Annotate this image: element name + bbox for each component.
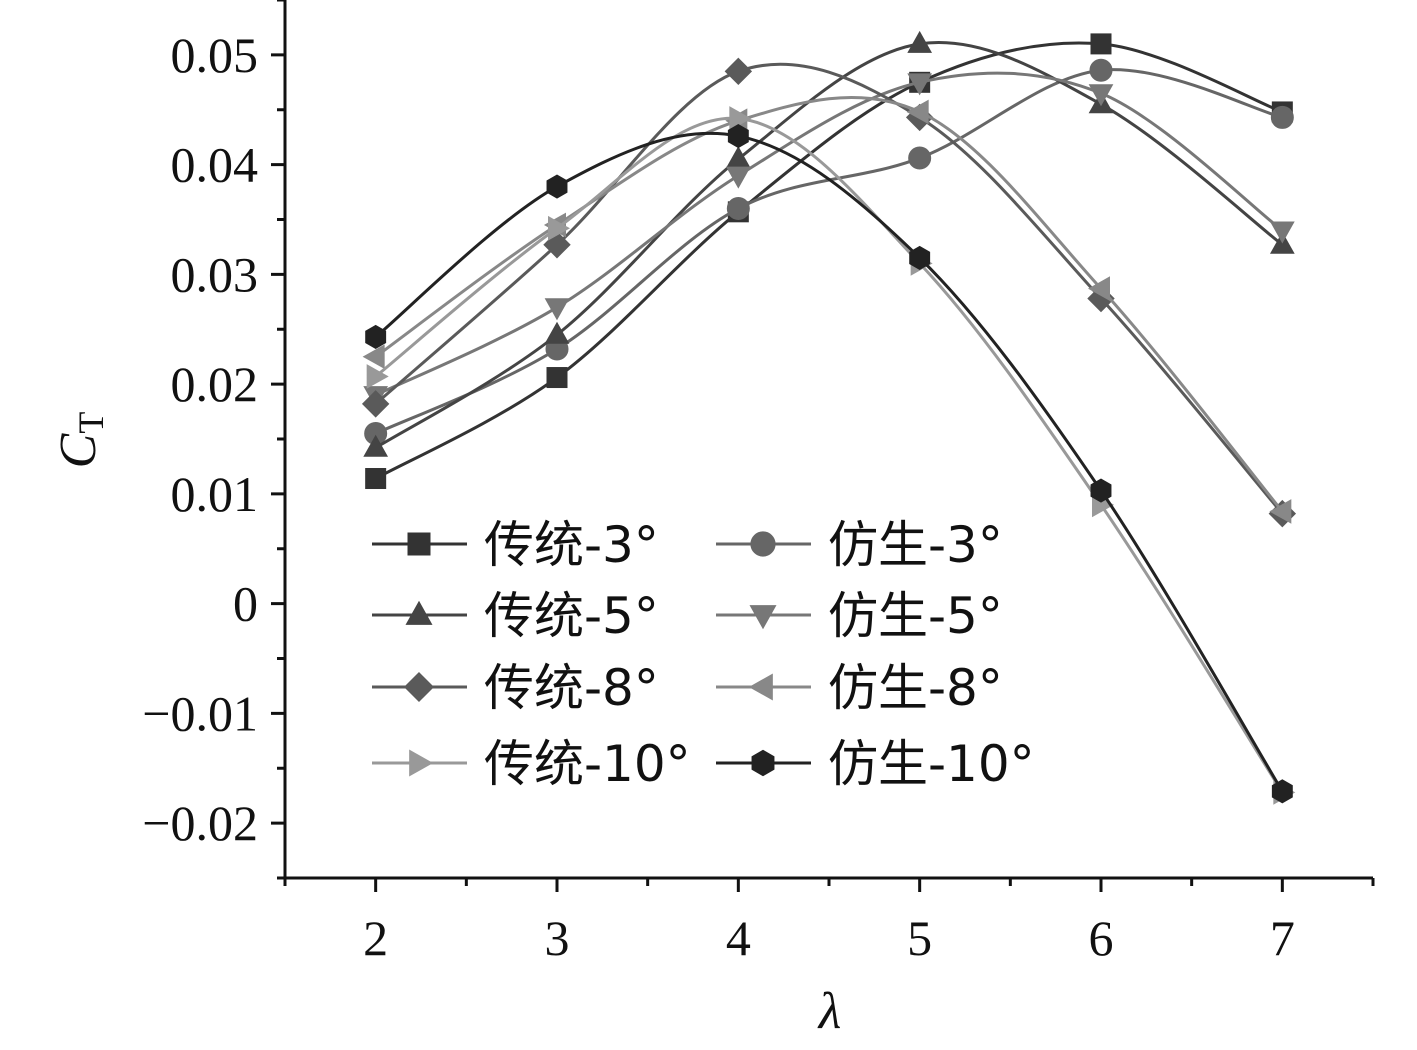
y-tick-label: 0.01 [171, 466, 259, 522]
series-line [374, 116, 1284, 794]
series-3 [363, 30, 1295, 457]
y-axis-title-main: C [50, 432, 107, 468]
series-4 [363, 71, 1295, 409]
y-tick-label: 0.04 [171, 137, 259, 193]
series-2 [364, 58, 1294, 446]
data-point [548, 215, 571, 241]
data-point [546, 174, 568, 199]
series-line [375, 71, 1284, 397]
legend: 传统-3° 传统-5° 传统-8° 传统-10° 仿生-3° 仿生-5° 仿生-8° 仿生-1… [372, 516, 1035, 793]
x-axis-title: λ [817, 983, 842, 1040]
data-point [725, 146, 751, 169]
data-point [1088, 84, 1114, 107]
data-point [726, 197, 750, 221]
y-axis-title-subscript: T [71, 412, 111, 434]
series-line [374, 62, 1284, 515]
data-point [361, 390, 390, 418]
data-point [729, 106, 752, 131]
y-tick-label: 0 [233, 576, 258, 632]
x-tick-label: 5 [907, 910, 932, 966]
data-point [365, 468, 387, 490]
data-point [909, 245, 931, 270]
legend-marker [750, 531, 776, 557]
data-point [907, 73, 933, 96]
legend-marker [751, 749, 775, 777]
series-line [374, 41, 1284, 450]
legend-marker [748, 673, 773, 701]
series-5 [361, 57, 1297, 528]
legend-marker [405, 600, 433, 625]
y-tick-label: −0.01 [142, 685, 258, 741]
legend-item: 仿生-5° [716, 587, 1003, 645]
data-point [363, 434, 389, 457]
series-line [375, 68, 1283, 435]
x-tick-label: 2 [363, 910, 388, 966]
data-point [1269, 221, 1295, 244]
data-point [365, 324, 387, 350]
legend-item: 传统-10° [372, 735, 691, 793]
data-point [906, 99, 929, 125]
y-axis-title: CT [50, 412, 111, 469]
legend-item: 仿生-8° [716, 659, 1003, 717]
axes: −0.02 −0.01 0 0.01 0.02 0.03 0.04 0.05 2 3 4 5 6 7 [142, 0, 1375, 966]
legend-label: 传统-8° [484, 659, 659, 717]
data-point [724, 57, 753, 86]
legend-label: 传统-3° [484, 516, 659, 574]
data-point [1269, 499, 1292, 524]
y-tick-label: −0.02 [142, 795, 258, 851]
series-8 [365, 124, 1293, 804]
y-tick-label: 0.05 [171, 27, 259, 83]
legend-label: 传统-10° [484, 735, 691, 793]
legend-item: 传统-5° [372, 587, 659, 645]
legend-label: 仿生-3° [828, 516, 1003, 574]
y-tick-label: 0.03 [171, 246, 259, 302]
data-point [1270, 105, 1294, 129]
data-point [727, 124, 749, 149]
data-point [1087, 276, 1110, 301]
series-layer [361, 30, 1297, 805]
data-point [544, 298, 570, 321]
data-point [544, 321, 570, 344]
legend-label: 仿生-8° [828, 659, 1003, 717]
x-tick-label: 3 [545, 910, 570, 966]
legend-marker [749, 605, 777, 630]
legend-item: 仿生-3° [716, 516, 1003, 574]
legend-item: 传统-8° [372, 659, 659, 717]
data-point [1271, 779, 1293, 804]
series-line [374, 41, 1283, 480]
data-point [908, 146, 932, 170]
legend-item: 仿生-10° [716, 735, 1035, 793]
series-line [374, 131, 1284, 793]
data-point [1090, 478, 1112, 503]
data-point [546, 367, 568, 389]
legend-marker [409, 749, 434, 777]
series-6 [362, 95, 1292, 524]
legend-label: 传统-5° [484, 587, 659, 645]
y-tick-label: 0.02 [171, 356, 259, 412]
data-point [1089, 58, 1113, 82]
data-point [366, 364, 389, 389]
legend-item: 传统-3° [372, 516, 659, 574]
legend-label: 仿生-10° [828, 735, 1035, 793]
series-line [374, 95, 1284, 513]
legend-label: 仿生-5° [828, 587, 1003, 645]
x-tick-label: 7 [1270, 910, 1295, 966]
data-point [1090, 33, 1112, 55]
x-tick-label: 6 [1089, 910, 1114, 966]
legend-marker [407, 532, 431, 556]
data-point [907, 30, 933, 53]
legend-marker [403, 671, 435, 703]
data-point [362, 344, 385, 370]
y-ticks: −0.02 −0.01 0 0.01 0.02 0.03 0.04 0.05 [142, 0, 285, 880]
y-axis-title-group: CT [50, 412, 111, 469]
data-point [725, 166, 751, 189]
x-ticks: 2 3 4 5 6 7 [283, 878, 1375, 966]
x-tick-label: 4 [726, 910, 751, 966]
